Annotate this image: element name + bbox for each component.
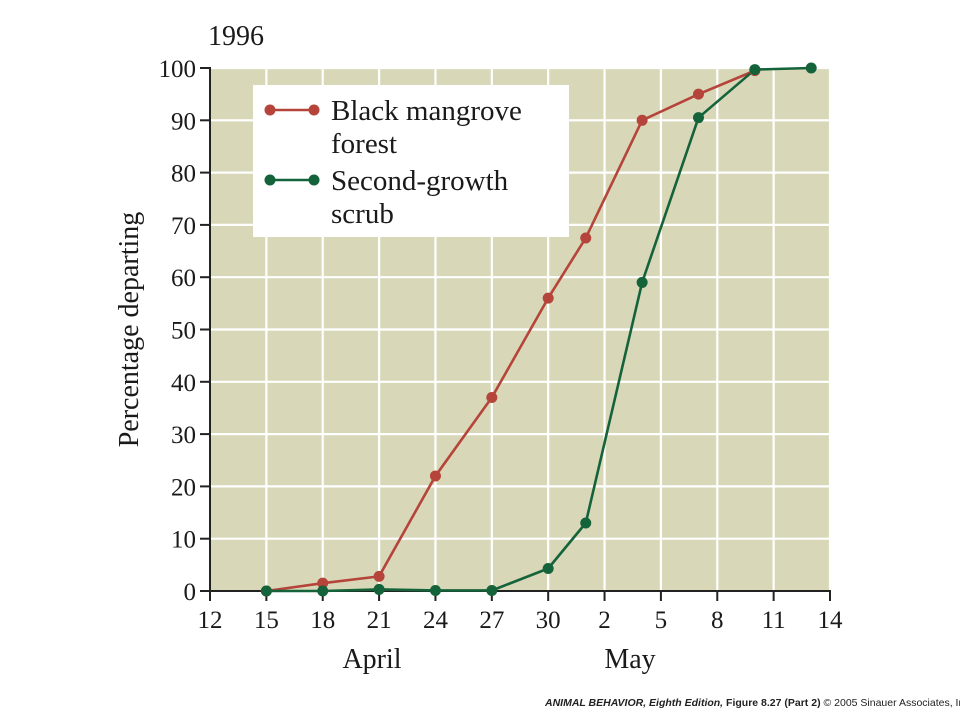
x-tick-label: 14 — [818, 607, 844, 634]
x-tick-label: 27 — [479, 607, 504, 634]
x-tick-label: 8 — [711, 607, 724, 634]
y-tick-label: 10 — [171, 527, 196, 554]
y-tick-label: 30 — [171, 422, 196, 449]
data-point — [542, 292, 554, 304]
y-tick-label: 60 — [171, 265, 196, 292]
legend-label-black-mangrove-line2: forest — [331, 128, 397, 160]
x-tick-label: 12 — [198, 607, 223, 634]
data-point — [580, 517, 592, 529]
credit-book: ANIMAL BEHAVIOR, Eighth Edition, — [545, 697, 724, 709]
x-tick-label: 24 — [423, 607, 449, 634]
legend-marker — [264, 174, 276, 186]
x-tick-labels: 12 15 18 21 24 27 30 2 5 8 11 14 — [198, 607, 844, 634]
series-points — [260, 62, 817, 597]
data-point — [317, 577, 329, 589]
y-tick-label: 90 — [171, 108, 196, 135]
data-point — [429, 470, 441, 482]
x-tick-label: 15 — [254, 607, 279, 634]
data-point — [749, 64, 761, 76]
data-point — [260, 585, 272, 597]
credit-copyright: © 2005 Sinauer Associates, Inc. — [823, 697, 960, 709]
data-point — [486, 584, 498, 596]
month-label-april: April — [342, 644, 401, 675]
legend-marker — [308, 174, 320, 186]
y-tick-label: 40 — [171, 370, 196, 397]
figure-credit: ANIMAL BEHAVIOR, Eighth Edition, Figure … — [545, 697, 960, 709]
data-point — [373, 583, 385, 595]
legend-label-second-growth-line2: scrub — [331, 198, 394, 230]
x-tick-label: 5 — [655, 607, 668, 634]
data-point — [636, 114, 648, 126]
x-tick-label: 2 — [598, 607, 611, 634]
legend-label-second-growth: Second-growth — [331, 165, 509, 197]
data-point — [692, 88, 704, 100]
chart-title: 1996 — [208, 21, 264, 52]
data-point — [429, 584, 441, 596]
y-tick-label: 100 — [159, 56, 197, 83]
y-tick-label: 0 — [184, 579, 197, 606]
x-tick-label: 11 — [762, 607, 786, 634]
y-tick-label: 80 — [171, 161, 196, 188]
legend-marker — [308, 104, 320, 116]
x-tick-label: 18 — [310, 607, 335, 634]
data-point — [580, 232, 592, 244]
month-label-may: May — [604, 644, 655, 675]
y-tick-label: 50 — [171, 318, 196, 345]
legend: Black mangrove forest Second-growth scru… — [253, 85, 569, 237]
legend-marker — [264, 104, 276, 116]
credit-figure: Figure 8.27 (Part 2) — [726, 697, 821, 709]
legend-label-black-mangrove: Black mangrove — [331, 95, 522, 127]
x-tick-label: 30 — [536, 607, 561, 634]
y-tick-label: 20 — [171, 474, 196, 501]
y-axis-label: Percentage departing — [114, 212, 145, 448]
series-line-0 — [266, 69, 756, 593]
x-tick-label: 21 — [367, 607, 392, 634]
data-point — [805, 62, 817, 74]
y-tick-labels: 0 10 20 30 40 50 60 70 80 90 100 — [159, 56, 197, 606]
data-point — [486, 391, 498, 403]
data-point — [542, 563, 554, 575]
data-point — [692, 112, 704, 124]
data-point — [317, 585, 329, 597]
y-tick-label: 70 — [171, 213, 196, 240]
data-point — [373, 570, 385, 582]
data-point — [636, 276, 648, 288]
